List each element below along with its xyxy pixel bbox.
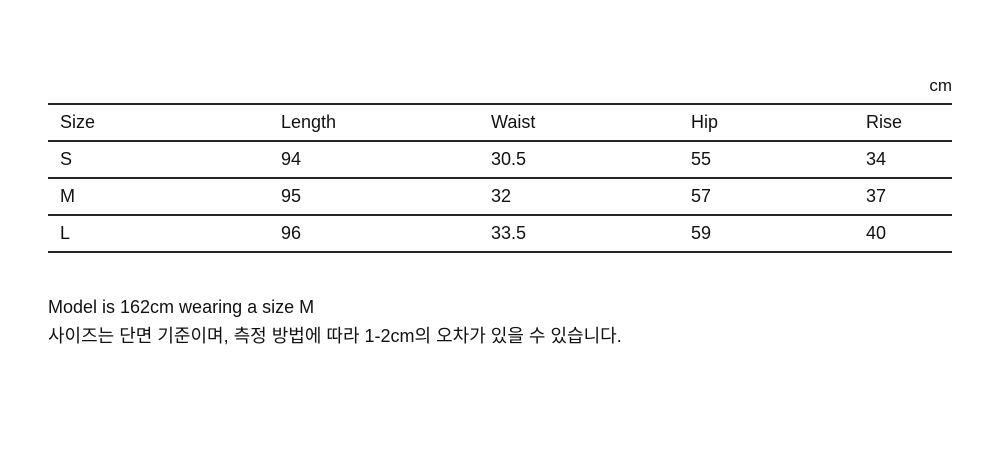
table-row-size-m: M 95 32 57 37	[48, 178, 952, 215]
cell-size: L	[60, 223, 71, 243]
column-header-size: Size	[60, 112, 96, 132]
cell-rise: 34	[866, 149, 887, 169]
cell-waist: 30.5	[491, 149, 527, 169]
column-header-waist: Waist	[491, 112, 536, 132]
table-row-size-l: L 96 33.5 59 40	[48, 215, 952, 252]
size-table: Size Length Waist Hip Rise S 94 30.5 55 …	[48, 103, 952, 253]
table-row-size-s: S 94 30.5 55 34	[48, 141, 952, 178]
cell-waist: 33.5	[491, 223, 527, 243]
cell-hip: 59	[691, 223, 712, 243]
note-measurement-disclaimer: 사이즈는 단면 기준이며, 측정 방법에 따라 1-2cm의 오차가 있을 수 …	[48, 326, 622, 346]
cell-rise: 40	[866, 223, 887, 243]
cell-hip: 55	[691, 149, 712, 169]
table-header-row: Size Length Waist Hip Rise	[48, 104, 952, 141]
cell-length: 95	[281, 186, 302, 206]
column-header-length: Length	[281, 112, 337, 132]
column-header-rise: Rise	[866, 112, 903, 132]
size-chart-section: cm Size Length Waist Hip Rise S 94 30.5 …	[48, 76, 952, 351]
cell-size: S	[60, 149, 73, 169]
cell-hip: 57	[691, 186, 712, 206]
unit-label: cm	[929, 76, 952, 95]
cell-waist: 32	[491, 186, 512, 206]
notes: Model is 162cm wearing a size M 사이즈는 단면 …	[48, 293, 952, 351]
cell-length: 94	[281, 149, 302, 169]
note-model-info: Model is 162cm wearing a size M	[48, 297, 315, 317]
cell-rise: 37	[866, 186, 887, 206]
column-header-hip: Hip	[691, 112, 719, 132]
cell-length: 96	[281, 223, 302, 243]
cell-size: M	[60, 186, 75, 206]
